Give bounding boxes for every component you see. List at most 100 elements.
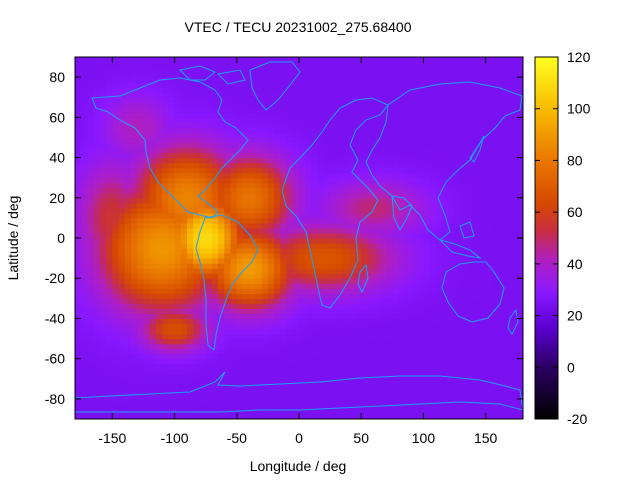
- heatmap-cell: [267, 117, 275, 123]
- heatmap-cell: [379, 117, 387, 123]
- heatmap-cell: [479, 243, 487, 249]
- heatmap-cell: [205, 293, 213, 299]
- heatmap-cell: [361, 212, 369, 219]
- heatmap-cell: [423, 67, 431, 73]
- heatmap-cell: [75, 248, 82, 254]
- heatmap-cell: [386, 227, 393, 234]
- heatmap-cell: [236, 92, 244, 98]
- heatmap-cell: [435, 243, 443, 249]
- heatmap-cell: [124, 72, 132, 78]
- heatmap-cell: [205, 273, 213, 279]
- heatmap-cell: [81, 97, 89, 103]
- heatmap-cell: [448, 72, 456, 78]
- heatmap-cell: [87, 152, 95, 159]
- heatmap-cell: [411, 383, 418, 390]
- heatmap-cell: [261, 353, 269, 360]
- heatmap-cell: [180, 182, 188, 189]
- heatmap-cell: [498, 122, 505, 128]
- heatmap-cell: [224, 72, 232, 78]
- heatmap-cell: [155, 333, 163, 340]
- heatmap-cell: [249, 373, 257, 380]
- heatmap-cell: [205, 192, 213, 199]
- heatmap-cell: [211, 303, 219, 309]
- heatmap-cell: [106, 298, 113, 304]
- heatmap-cell: [112, 343, 120, 350]
- heatmap-cell: [218, 238, 225, 244]
- heatmap-cell: [286, 358, 294, 365]
- heatmap-cell: [311, 368, 319, 375]
- heatmap-cell: [236, 253, 244, 259]
- heatmap-cell: [330, 308, 337, 315]
- heatmap-cell: [292, 403, 300, 410]
- heatmap-cell: [118, 152, 126, 159]
- heatmap-cell: [392, 197, 400, 204]
- heatmap-cell: [323, 97, 331, 103]
- heatmap-cell: [429, 313, 437, 320]
- heatmap-cell: [149, 378, 157, 385]
- heatmap-cell: [429, 152, 437, 159]
- heatmap-cell: [249, 117, 257, 123]
- heatmap-cell: [118, 87, 126, 93]
- heatmap-cell: [124, 373, 132, 380]
- heatmap-cell: [485, 283, 493, 289]
- heatmap-cell: [491, 293, 499, 299]
- heatmap-cell: [311, 147, 319, 154]
- heatmap-cell: [336, 132, 344, 139]
- heatmap-cell: [267, 383, 275, 390]
- heatmap-cell: [435, 62, 443, 68]
- heatmap-cell: [168, 152, 176, 159]
- heatmap-cell: [224, 87, 232, 93]
- heatmap-cell: [124, 308, 132, 315]
- heatmap-cell: [149, 313, 157, 320]
- heatmap-cell: [305, 197, 313, 204]
- heatmap-cell: [112, 217, 120, 224]
- heatmap-cell: [311, 132, 319, 139]
- heatmap-cell: [193, 258, 201, 264]
- heatmap-cell: [99, 117, 107, 123]
- heatmap-cell: [386, 232, 393, 239]
- heatmap-cell: [498, 398, 505, 405]
- heatmap-cell: [280, 328, 288, 335]
- heatmap-cell: [404, 207, 412, 214]
- heatmap-cell: [267, 172, 275, 179]
- heatmap-cell: [199, 303, 207, 309]
- heatmap-cell: [417, 77, 425, 83]
- heatmap-cell: [367, 343, 375, 350]
- heatmap-cell: [392, 62, 400, 68]
- heatmap-cell: [205, 127, 213, 134]
- heatmap-cell: [417, 283, 425, 289]
- heatmap-cell: [404, 253, 412, 259]
- heatmap-cell: [292, 117, 300, 123]
- heatmap-cell: [249, 268, 257, 274]
- heatmap-cell: [317, 258, 325, 264]
- heatmap-cell: [429, 192, 437, 199]
- heatmap-cell: [423, 232, 431, 239]
- heatmap-cell: [187, 373, 194, 380]
- heatmap-cell: [205, 318, 213, 325]
- heatmap-cell: [199, 152, 207, 159]
- heatmap-cell: [336, 253, 344, 259]
- heatmap-cell: [317, 273, 325, 279]
- heatmap-cell: [274, 408, 281, 415]
- heatmap-cell: [255, 373, 263, 380]
- heatmap-cell: [243, 177, 250, 184]
- heatmap-cell: [230, 378, 238, 385]
- heatmap-cell: [118, 182, 126, 189]
- heatmap-cell: [218, 333, 225, 340]
- heatmap-cell: [149, 308, 157, 315]
- heatmap-cell: [149, 388, 157, 395]
- heatmap-cell: [429, 62, 437, 68]
- heatmap-cell: [99, 263, 107, 269]
- heatmap-cell: [162, 278, 169, 284]
- heatmap-cell: [93, 273, 101, 279]
- heatmap-cell: [87, 212, 95, 219]
- heatmap-cell: [230, 368, 238, 375]
- heatmap-cell: [99, 248, 107, 254]
- heatmap-cell: [124, 318, 132, 325]
- heatmap-cell: [274, 217, 281, 224]
- heatmap-cell: [180, 122, 188, 128]
- heatmap-cell: [162, 388, 169, 395]
- heatmap-cell: [211, 172, 219, 179]
- heatmap-cell: [87, 72, 95, 78]
- heatmap-cell: [149, 127, 157, 134]
